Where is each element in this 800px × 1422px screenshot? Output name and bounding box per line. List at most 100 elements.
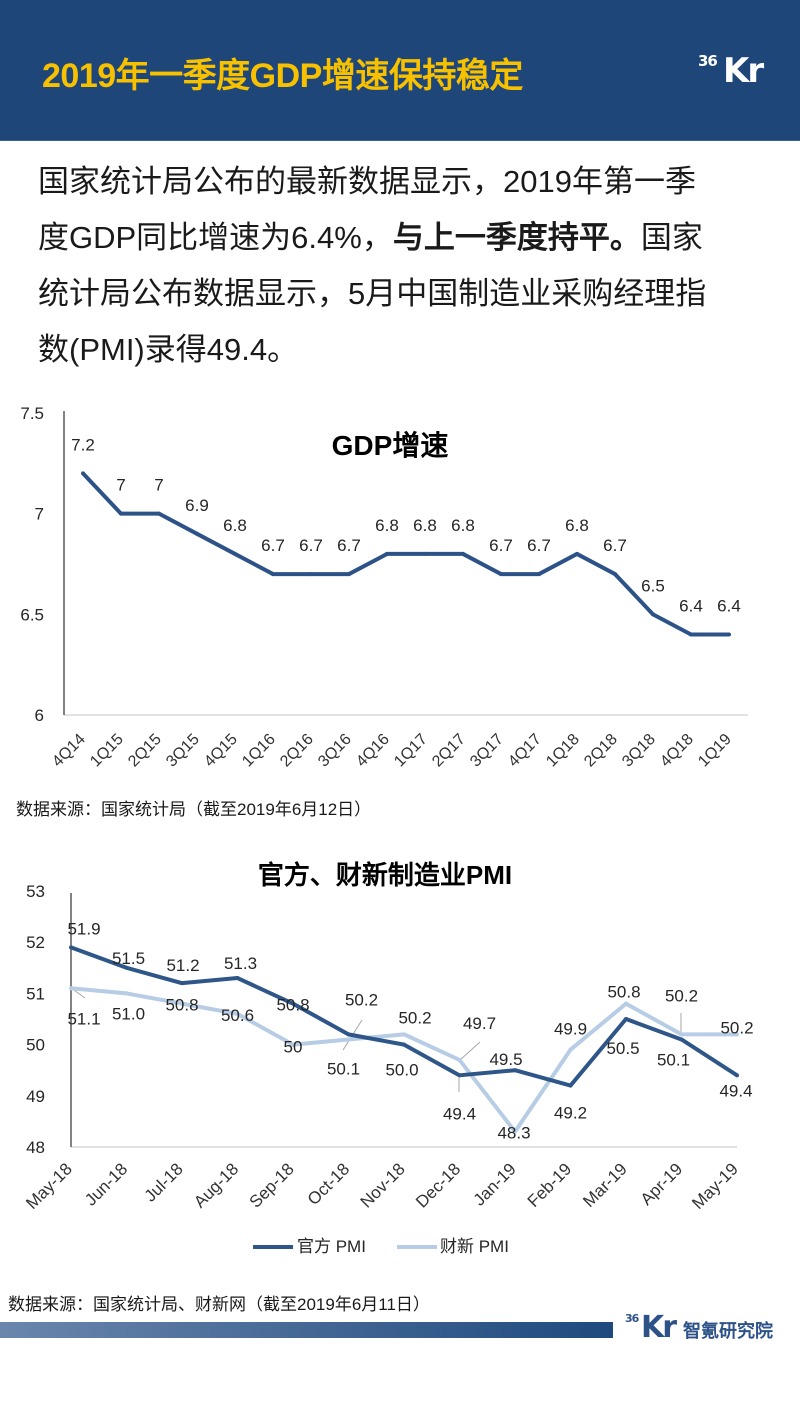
gdp-data-source: 数据来源：国家统计局（截至2019年6月12日） [16,800,372,819]
official-pmi-data-point [180,981,184,986]
official-pmi-data-label: 50.0 [385,1061,418,1080]
official-pmi-data-point [235,976,240,981]
gdp-data-point [689,632,693,637]
pmi-data-source: 数据来源：国家统计局、财新网（截至2019年6月11日） [8,1295,430,1314]
official-pmi-data-label: 51.9 [67,919,100,938]
official-pmi-data-label: 49.2 [554,1104,587,1123]
official-pmi-data-label: 50.5 [606,1039,639,1058]
official-pmi-data-label: 51.5 [112,949,145,968]
footer-institute-name: 智氪研究院 [683,1321,773,1341]
official-pmi-data-point [568,1083,573,1088]
intro-text: 国家 [640,220,703,255]
gdp-x-tick-label: 1Q16 [239,731,279,771]
caixin-pmi-data-point [69,986,73,991]
gdp-data-point [195,531,199,536]
caixin-pmi-data-point [124,991,129,996]
official-pmi-data-point [346,1032,351,1037]
gdp-data-label: 6.8 [565,516,589,535]
logo-letters: Kr [723,51,764,91]
gdp-x-tick-label: 1Q17 [391,731,431,771]
gdp-growth-chart: GDP增速 66.577.54Q141Q152Q153Q154Q151Q162Q… [20,404,748,771]
gdp-data-point [423,551,427,556]
caixin-pmi-data-label: 50.1 [327,1059,360,1078]
gdp-data-label: 6.8 [413,516,437,535]
pmi-x-tick-label: Jul-18 [141,1159,187,1205]
pmi-x-tick-label: Apr-19 [637,1159,687,1209]
gdp-x-tick-label: 3Q15 [163,731,203,771]
official-pmi-data-point [69,945,73,950]
official-pmi-data-point [402,1042,406,1047]
gdp-series-line [81,472,729,637]
caixin-pmi-data-label: 50 [284,1038,303,1057]
header-banner: 2019年一季度GDP增速保持稳定 36 Kr [0,0,800,141]
official-pmi-data-label: 51.3 [224,954,257,973]
pmi-x-tick-label: Sep-18 [246,1159,298,1211]
caixin-pmi-data-point [346,1037,351,1042]
caixin-pmi-data-point [513,1129,517,1134]
caixin-pmi-data-point [679,1032,684,1037]
gdp-x-tick-label: 2Q16 [277,731,317,771]
gdp-data-point [499,572,503,577]
caixin-pmi-data-label: 50.8 [165,996,198,1015]
gdp-data-label: 6.7 [337,536,361,555]
gdp-data-point [727,632,731,637]
caixin-pmi-data-label: 50.6 [221,1006,254,1025]
pmi-y-tick-label: 48 [26,1138,45,1157]
gdp-data-label: 6.4 [717,596,741,615]
official-pmi-data-label: 50.2 [345,990,378,1009]
pmi-chart-title: 官方、财新制造业PMI [258,860,512,890]
gdp-data-label: 6.4 [679,596,703,615]
gdp-data-point [385,551,389,556]
caixin-pmi-data-label: 50.2 [665,986,698,1005]
intro-line-2: 度GDP同比增速为6.4%，与上一季度持平。国家 [38,210,703,266]
intro-text: 度GDP同比增速为6.4%， [38,220,393,255]
caixin-pmi-data-label: 48.3 [497,1124,530,1143]
footer-logo-letters: Kr [641,1310,677,1345]
page-title: 2019年一季度GDP增速保持稳定 [42,57,523,95]
gdp-x-tick-label: 3Q18 [619,731,659,771]
gdp-data-label: 6.8 [375,516,399,535]
caixin-pmi-data-label: 50.2 [398,1008,431,1027]
official-pmi-data-point [124,965,129,970]
gdp-data-point [461,551,465,556]
caixin-pmi-data-point [402,1032,406,1037]
gdp-data-label: 7 [116,476,125,495]
official-pmi-data-point [513,1068,517,1073]
gdp-data-point [537,572,541,577]
official-pmi-data-point [624,1017,628,1021]
legend-swatch-caixin-pmi [397,1245,437,1249]
caixin-pmi-data-label: 51.1 [67,1009,100,1028]
gdp-data-label: 6.8 [451,516,475,535]
official-pmi-data-point [291,1001,295,1006]
gdp-x-tick-label: 1Q19 [695,731,735,771]
caixin-pmi-data-point [457,1057,462,1062]
gdp-data-label: 6.8 [223,516,247,535]
gdp-data-point [613,572,617,577]
gdp-y-tick-label: 7 [35,505,44,524]
footer-logo-number: 36 [625,1312,639,1325]
pmi-y-tick-label: 53 [26,882,45,901]
gdp-x-tick-label: 4Q17 [505,731,545,771]
pmi-x-tick-label: Jan-19 [470,1159,520,1209]
pmi-y-tick-label: 50 [26,1036,45,1055]
intro-line-3: 统计局公布数据显示，5月中国制造业采购经理指 [38,276,707,311]
gdp-data-point [157,511,161,516]
gdp-data-label: 6.5 [641,576,665,595]
official-pmi-data-point [457,1073,462,1078]
gdp-y-tick-label: 6 [35,706,44,725]
caixin-pmi-data-label: 50.8 [607,983,640,1002]
pmi-x-tick-label: Nov-18 [357,1159,409,1211]
gdp-data-label: 6.9 [185,496,209,515]
pmi-x-tick-label: Aug-18 [190,1159,242,1211]
gdp-data-point [347,572,351,577]
intro-highlight: 与上一季度持平。 [392,220,641,255]
legend-label-caixin-pmi: 财新 PMI [440,1237,509,1256]
pmi-x-tick-label: Dec-18 [412,1159,464,1211]
official-pmi-data-label: 50.8 [276,996,309,1015]
gdp-data-point [81,471,85,476]
pmi-chart: 官方、财新制造业PMI 48 49 50 51 52 53 May-18 Jun-18 Jul-… [22,860,753,1213]
official-pmi-data-point [679,1037,684,1042]
pmi-x-tick-label: Oct-18 [304,1159,354,1209]
caixin-pmi-data-point [235,1011,240,1016]
